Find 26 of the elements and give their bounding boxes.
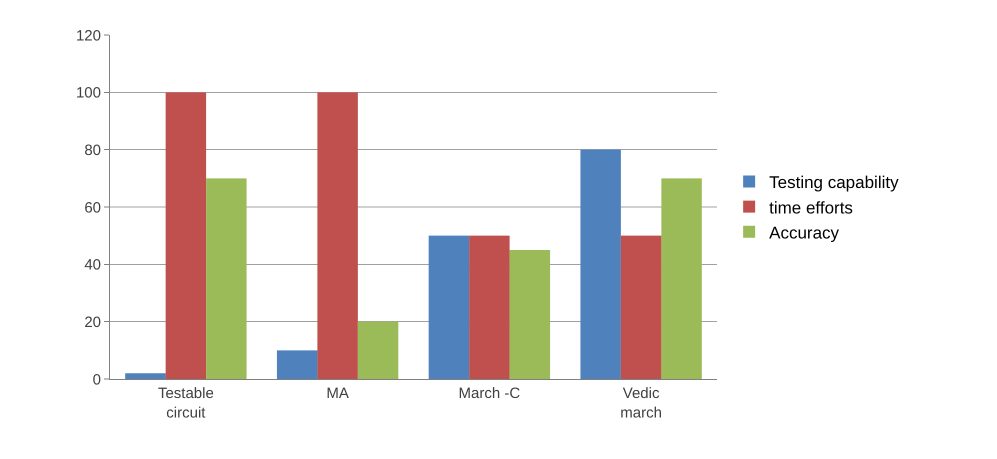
bar: [428, 236, 470, 379]
x-tick-label: Vedic march: [620, 385, 662, 422]
y-tick-label: 80: [84, 142, 101, 159]
y-tick-label: 120: [76, 27, 101, 44]
legend-label: time efforts: [769, 198, 853, 218]
y-tick-label: 100: [76, 84, 101, 102]
bar: [166, 92, 206, 379]
legend-label: Accuracy: [769, 223, 840, 242]
bar: [661, 178, 702, 379]
bar: [317, 92, 358, 379]
bar: [620, 236, 662, 379]
bar: [358, 322, 398, 379]
y-tick-label: 40: [84, 256, 101, 274]
y-tick-label: 60: [84, 199, 101, 216]
y-tick-label: 0: [92, 371, 101, 388]
bar: [276, 350, 318, 379]
legend-label: Testing capability: [769, 173, 900, 192]
bar: [206, 178, 247, 379]
bar: [580, 150, 621, 379]
x-tick-label: March -C: [458, 385, 520, 402]
y-tick-label: 20: [84, 314, 101, 331]
bar: [469, 236, 510, 379]
x-tick-label: MA: [326, 385, 349, 402]
x-tick-label: Testable circuit: [158, 385, 214, 422]
bar: [510, 250, 550, 379]
bar: [125, 373, 166, 379]
